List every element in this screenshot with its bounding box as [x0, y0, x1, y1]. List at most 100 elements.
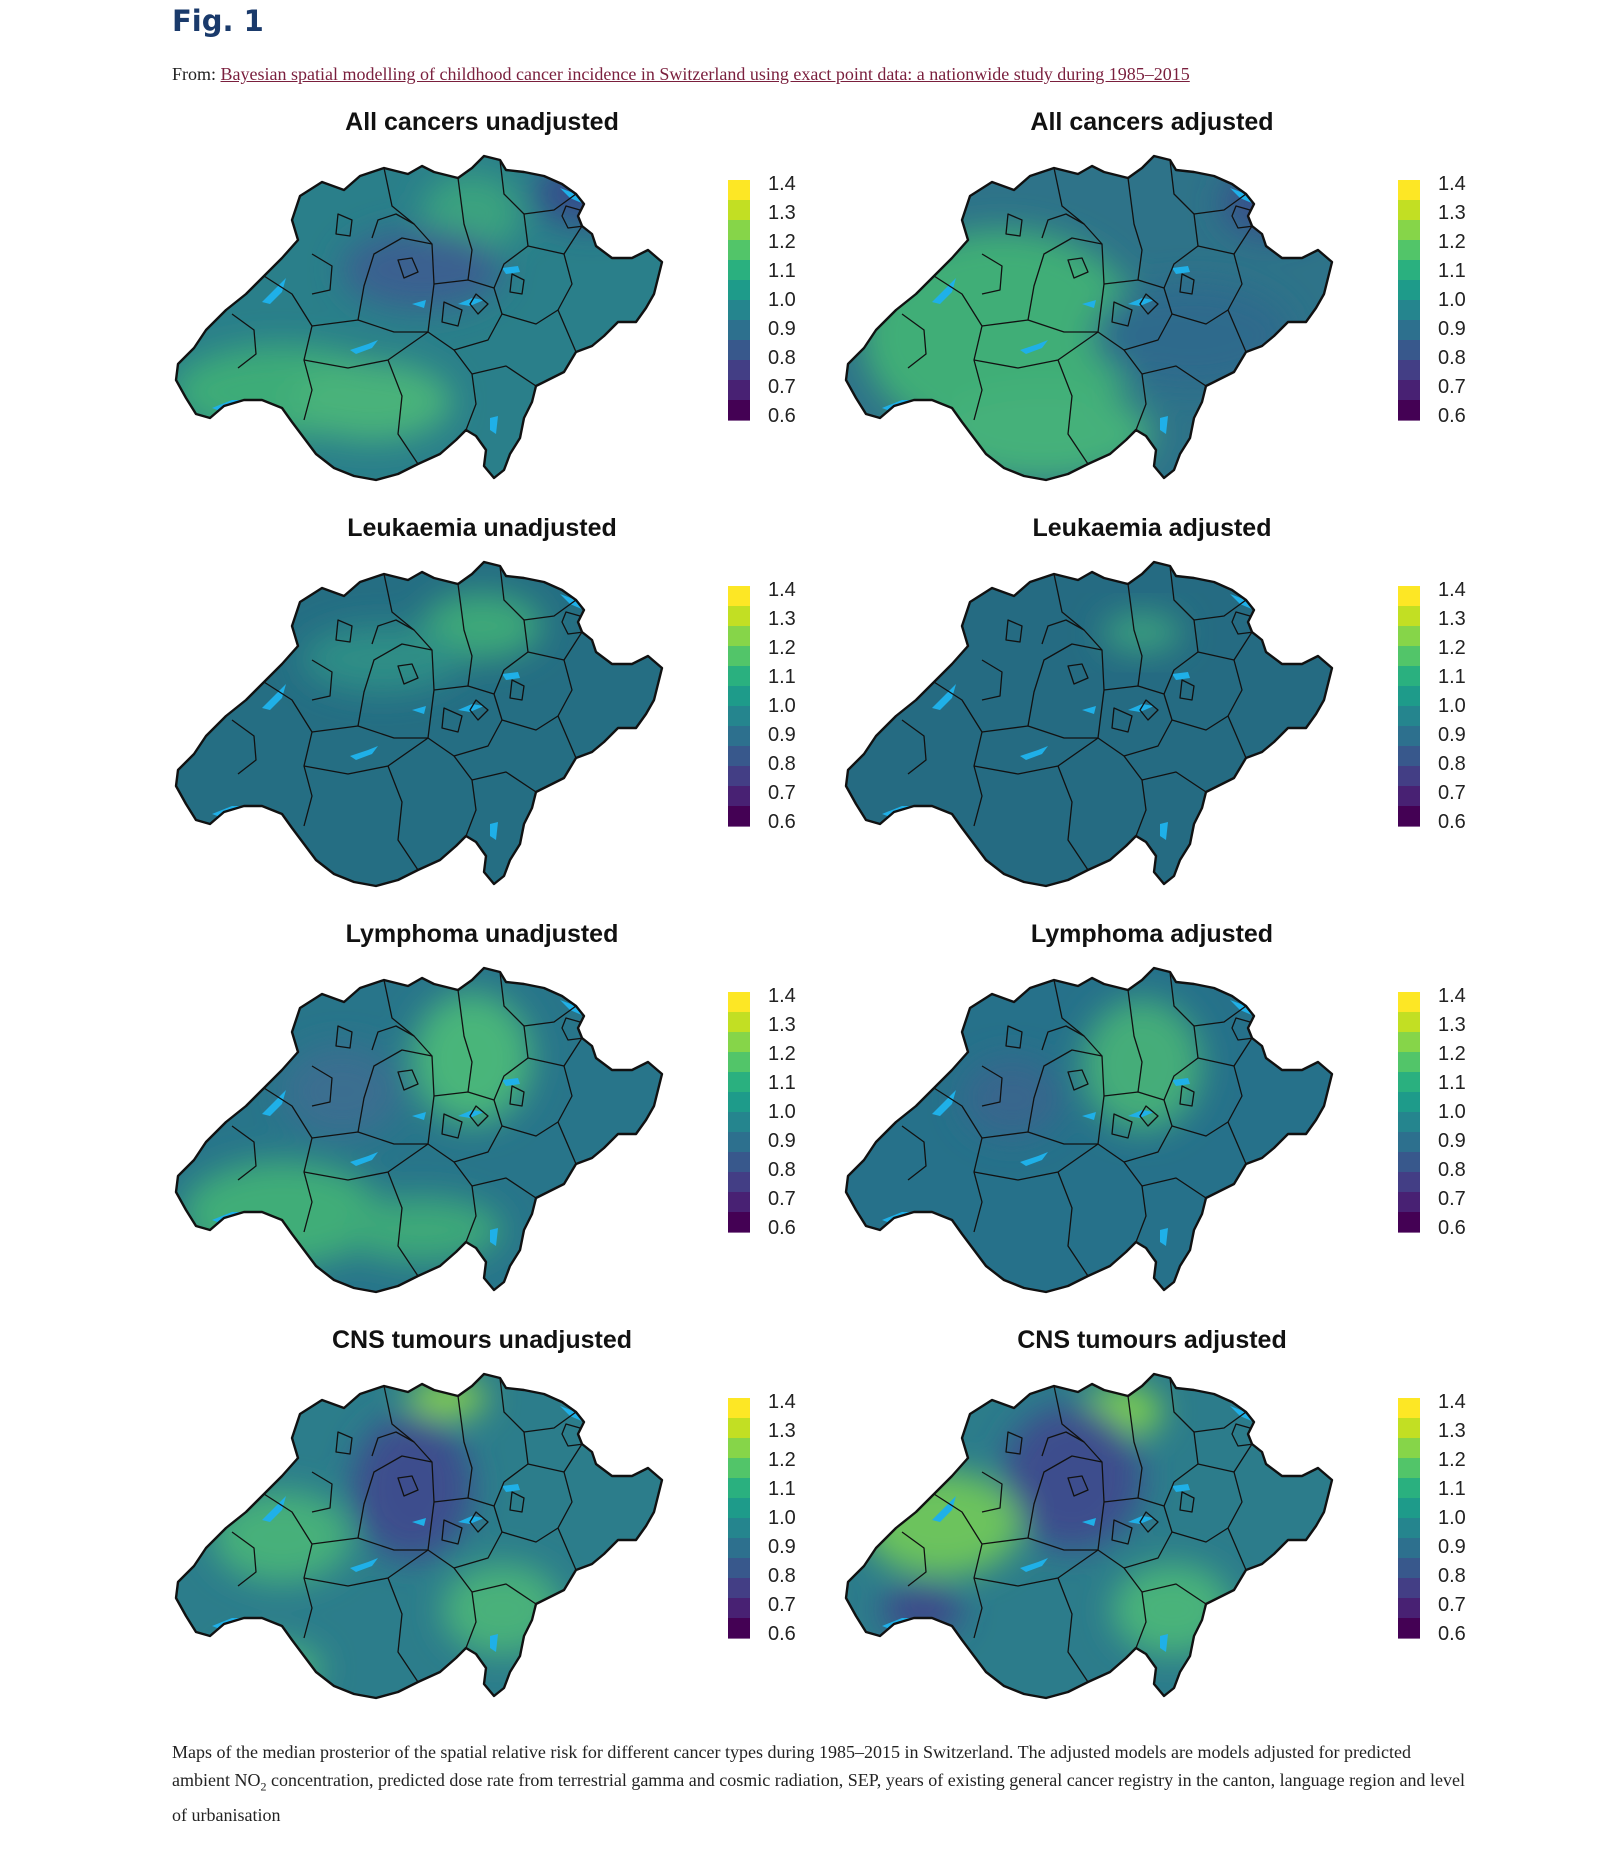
colorbar-swatch	[728, 1152, 750, 1173]
article-title-link[interactable]: Bayesian spatial modelling of childhood …	[220, 64, 1190, 84]
colorbar-tick-label: 0.8	[768, 1159, 796, 1181]
colorbar-swatch	[1398, 766, 1420, 787]
canton-border	[1057, 765, 1089, 871]
canton-border	[1127, 1395, 1143, 1499]
canton-border	[397, 663, 419, 685]
panel-title: Leukaemia adjusted	[1032, 514, 1272, 542]
map-panel-cns-tumours-unadjusted: CNS tumours unadjusted 1.4 1.3 1.2 1.1 1.0 0.9…	[172, 1326, 832, 1726]
colorbar-swatch	[1398, 400, 1420, 421]
canton-border	[263, 275, 313, 421]
canton-border	[1027, 1049, 1103, 1133]
colorbar-swatch	[728, 1498, 750, 1519]
colorbar-tick-label: 0.6	[768, 1623, 796, 1645]
switzerland-map	[844, 154, 1334, 482]
colorbar: 1.4 1.3 1.2 1.1 1.0 0.9 0.8 0.7 0.6	[728, 173, 796, 427]
caption-part-1: Maps of the median prosterior of the spa…	[172, 1742, 1411, 1790]
switzerland-map	[174, 154, 664, 482]
colorbar-swatch	[728, 626, 750, 647]
canton-border	[1227, 715, 1247, 759]
colorbar-tick-label: 0.7	[768, 1594, 796, 1616]
map-panel-leukaemia-unadjusted: Leukaemia unadjusted 1.4 1.3 1.2 1.1 1.0 0.9 0.…	[172, 514, 832, 914]
colorbar-swatch	[728, 380, 750, 401]
canton-border	[433, 279, 503, 351]
colorbar-swatch	[728, 1012, 750, 1033]
panel-title: All cancers unadjusted	[345, 108, 619, 136]
risk-hotspot	[932, 388, 1152, 480]
lake	[1230, 594, 1254, 610]
lake	[1172, 266, 1190, 274]
canton-border	[509, 679, 525, 701]
colorbar-tick-label: 0.8	[1438, 1565, 1466, 1587]
canton-border	[335, 619, 353, 643]
colorbar-swatch	[728, 340, 750, 361]
canton-border	[433, 1497, 503, 1569]
canton-border	[1179, 1491, 1195, 1513]
canton-border	[1127, 583, 1143, 687]
lake	[1082, 1518, 1096, 1526]
canton-border	[471, 1583, 537, 1605]
colorbar-swatch	[728, 260, 750, 281]
switzerland-map	[844, 1372, 1334, 1700]
canton-border	[335, 1431, 353, 1455]
colorbar-swatch	[1398, 180, 1420, 201]
risk-hotspot	[212, 1490, 352, 1584]
colorbar-tick-label: 1.0	[768, 695, 796, 717]
switzerland-map	[174, 1372, 664, 1700]
colorbar-swatch	[728, 786, 750, 807]
colorbar-swatch	[1398, 1518, 1420, 1539]
colorbar-swatch	[1398, 1438, 1420, 1459]
canton-border	[311, 1131, 428, 1145]
risk-hotspot	[442, 1563, 562, 1656]
canton-border	[457, 583, 473, 687]
canton-border	[557, 1527, 577, 1571]
colorbar-tick-label: 1.2	[1438, 637, 1466, 659]
colorbar-swatch	[1398, 1538, 1420, 1559]
canton-border	[1053, 979, 1105, 1145]
lake	[262, 1496, 286, 1522]
colorbar-swatch	[728, 1478, 750, 1499]
canton-border	[1041, 619, 1085, 645]
colorbar-tick-label: 1.2	[768, 637, 796, 659]
canton-border	[1067, 663, 1089, 685]
country-border	[844, 966, 1334, 1294]
colorbar-swatch	[728, 586, 750, 607]
colorbar-swatch	[1398, 280, 1420, 301]
canton-border	[1231, 611, 1255, 635]
canton-border	[1163, 159, 1199, 289]
canton-border	[1127, 177, 1143, 281]
canton-border	[1193, 599, 1247, 621]
canton-border	[471, 1177, 537, 1199]
lake	[412, 1112, 426, 1120]
colorbar-swatch	[1398, 1618, 1420, 1639]
canton-border	[561, 205, 585, 229]
colorbar-swatch	[728, 180, 750, 201]
panel-title: Leukaemia unadjusted	[347, 514, 617, 542]
colorbar-swatch	[1398, 1132, 1420, 1153]
lake	[1230, 1406, 1254, 1422]
colorbar-swatch	[728, 666, 750, 687]
colorbar-swatch	[728, 1458, 750, 1479]
canton-border	[1041, 1431, 1085, 1457]
risk-hotspot	[1102, 612, 1182, 653]
colorbar-tick-label: 0.8	[768, 347, 796, 369]
canton-border	[263, 1087, 313, 1233]
map-panel-lymphoma-adjusted: Lymphoma adjusted 1.4 1.3 1.2 1.1 1.0 0.9 0.8 0.…	[842, 920, 1502, 1320]
canton-border	[561, 1017, 585, 1041]
canton-border	[1027, 237, 1103, 321]
canton-border	[231, 719, 257, 775]
lake	[560, 1000, 584, 1016]
canton-border	[357, 237, 433, 321]
colorbar-tick-label: 0.7	[1438, 782, 1466, 804]
colorbar: 1.4 1.3 1.2 1.1 1.0 0.9 0.8 0.7 0.6	[728, 985, 796, 1239]
colorbar: 1.4 1.3 1.2 1.1 1.0 0.9 0.8 0.7 0.6	[728, 579, 796, 833]
canton-border	[383, 1385, 435, 1551]
caption-part-2: concentration, predicted dose rate from …	[172, 1770, 1466, 1825]
lake	[502, 1078, 520, 1086]
lake	[490, 416, 498, 434]
risk-hotspot	[292, 361, 452, 442]
colorbar-tick-label: 1.2	[768, 1449, 796, 1471]
colorbar-swatch	[728, 1598, 750, 1619]
switzerland-map	[844, 560, 1334, 888]
canton-border	[311, 1065, 333, 1107]
panel-title: CNS tumours adjusted	[1017, 1326, 1287, 1354]
